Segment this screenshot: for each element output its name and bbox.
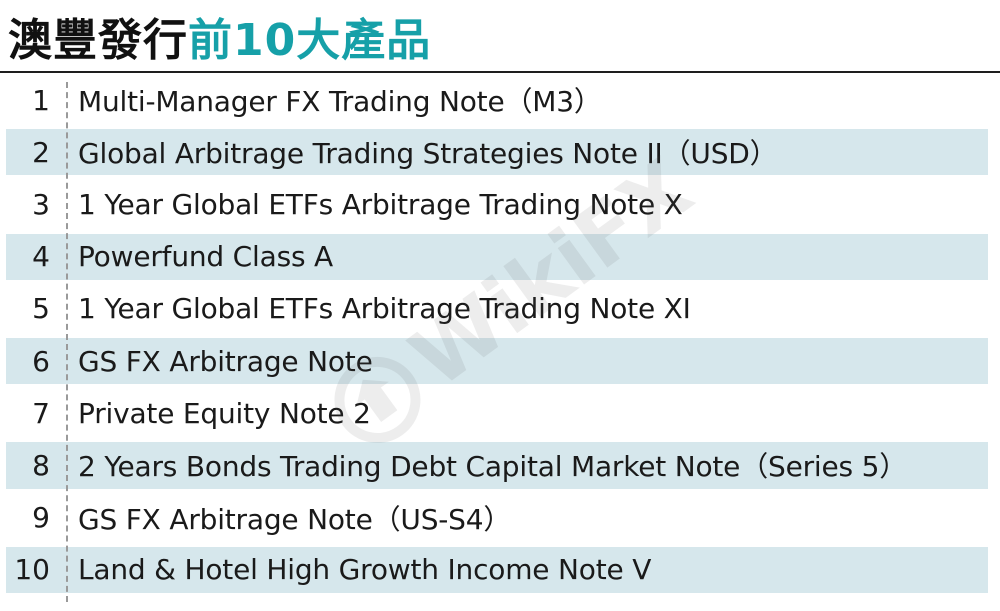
product-name: Powerfund Class A [78, 240, 333, 274]
column-divider [66, 82, 68, 602]
product-name: GS FX Arbitrage Note（US-S4） [78, 502, 512, 536]
rank-number: 5 [32, 292, 50, 326]
product-name: 1 Year Global ETFs Arbitrage Trading Not… [78, 292, 691, 326]
title-top-products: 前10大產品 [188, 15, 432, 66]
rank-number: 8 [32, 448, 50, 482]
list-item: 8 2 Years Bonds Trading Debt Capital Mar… [0, 439, 1000, 491]
product-name: Multi-Manager FX Trading Note（M3） [78, 85, 602, 119]
title-underline [0, 71, 1000, 73]
product-name: GS FX Arbitrage Note [78, 344, 373, 378]
rank-number: 7 [32, 396, 50, 430]
rank-number: 6 [32, 344, 50, 378]
list-item: 3 1 Year Global ETFs Arbitrage Trading N… [0, 178, 1000, 230]
rank-number: 9 [32, 501, 50, 535]
product-list: 1 Multi-Manager FX Trading Note（M3） 2 Gl… [0, 74, 1000, 596]
rank-number: 4 [32, 240, 50, 274]
product-name: 2 Years Bonds Trading Debt Capital Marke… [78, 450, 908, 484]
list-item: 10 Land & Hotel High Growth Income Note … [0, 544, 1000, 596]
list-item: 7 Private Equity Note 2 [0, 387, 1000, 439]
rank-number: 10 [14, 553, 50, 587]
list-item: 2 Global Arbitrage Trading Strategies No… [0, 126, 1000, 178]
rank-number: 3 [32, 187, 50, 221]
product-name: Global Arbitrage Trading Strategies Note… [78, 137, 778, 171]
list-item: 1 Multi-Manager FX Trading Note（M3） [0, 74, 1000, 126]
rank-number: 1 [32, 83, 50, 117]
list-item: 4 Powerfund Class A [0, 231, 1000, 283]
title-issuer: 澳豐發行 [8, 15, 188, 66]
list-item: 6 GS FX Arbitrage Note [0, 335, 1000, 387]
page-title: 澳豐發行 前10大產品 [8, 4, 431, 68]
rank-number: 2 [32, 135, 50, 169]
product-name: Land & Hotel High Growth Income Note V [78, 553, 652, 587]
product-name: 1 Year Global ETFs Arbitrage Trading Not… [78, 187, 683, 221]
list-item: 5 1 Year Global ETFs Arbitrage Trading N… [0, 283, 1000, 335]
product-name: Private Equity Note 2 [78, 396, 371, 430]
list-item: 9 GS FX Arbitrage Note（US-S4） [0, 492, 1000, 544]
